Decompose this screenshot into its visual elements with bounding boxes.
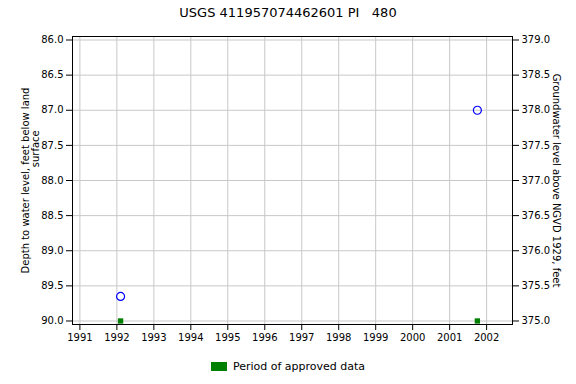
svg-text:377.0: 377.0 <box>522 175 551 186</box>
svg-text:377.5: 377.5 <box>522 140 551 151</box>
svg-text:89.0: 89.0 <box>41 245 63 256</box>
svg-text:1994: 1994 <box>178 332 203 343</box>
svg-text:2000: 2000 <box>400 332 425 343</box>
svg-text:88.0: 88.0 <box>41 175 63 186</box>
svg-text:2001: 2001 <box>437 332 462 343</box>
svg-text:Depth to water level, feet bel: Depth to water level, feet below land su… <box>20 88 41 274</box>
svg-text:376.5: 376.5 <box>522 210 551 221</box>
svg-text:1995: 1995 <box>215 332 240 343</box>
svg-text:378.5: 378.5 <box>522 69 551 80</box>
svg-text:87.5: 87.5 <box>41 140 63 151</box>
svg-text:2002: 2002 <box>474 332 499 343</box>
svg-text:1996: 1996 <box>252 332 277 343</box>
svg-text:90.0: 90.0 <box>41 315 63 326</box>
svg-text:88.5: 88.5 <box>41 210 63 221</box>
svg-text:1998: 1998 <box>326 332 351 343</box>
svg-text:89.5: 89.5 <box>41 280 63 291</box>
svg-text:86.0: 86.0 <box>41 34 63 45</box>
svg-text:378.0: 378.0 <box>522 104 551 115</box>
svg-text:1992: 1992 <box>104 332 129 343</box>
svg-text:376.0: 376.0 <box>522 245 551 256</box>
svg-text:375.5: 375.5 <box>522 280 551 291</box>
html-text:Period of approved data: Period of approved data <box>232 359 366 373</box>
svg-text:1993: 1993 <box>141 332 166 343</box>
svg-text:87.0: 87.0 <box>41 104 63 115</box>
svg-text:379.0: 379.0 <box>522 34 551 45</box>
svg-text:86.5: 86.5 <box>41 69 63 80</box>
svg-text:375.0: 375.0 <box>522 315 551 326</box>
html-text:USGS 411957074462601 PI 480: USGS 411957074462601 PI 480 <box>179 5 397 20</box>
svg-text:Groundwater level above NGVD 1: Groundwater level above NGVD 1929, feet <box>551 74 562 288</box>
svg-text:1991: 1991 <box>67 332 92 343</box>
svg-text:1997: 1997 <box>289 332 314 343</box>
svg-text:1999: 1999 <box>363 332 388 343</box>
